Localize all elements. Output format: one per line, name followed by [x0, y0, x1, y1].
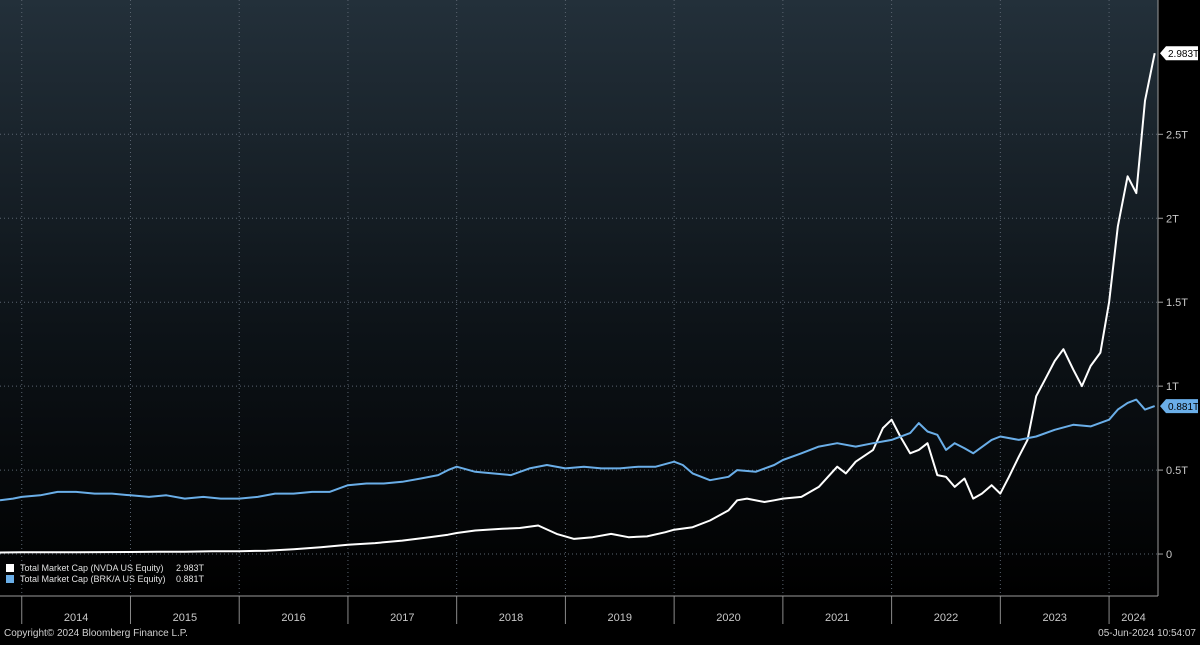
x-year-label: 2014 — [64, 612, 88, 624]
plot-background — [0, 0, 1158, 596]
series-line-1 — [0, 398, 1156, 502]
last-value-label-0: 2.983T — [1168, 49, 1199, 60]
legend: Total Market Cap (NVDA US Equity) 2.983T T… — [6, 563, 205, 584]
timestamp-text: 05-Jun-2024 10:54:07 — [1098, 628, 1196, 639]
last-value-label-1: 0.881T — [1168, 402, 1199, 413]
y-tick-label: 1.5T — [1166, 297, 1188, 309]
legend-label-0: Total Market Cap (NVDA US Equity) — [20, 563, 164, 573]
y-tick-label: 0 — [1166, 549, 1172, 561]
x-year-label: 2021 — [825, 612, 849, 624]
x-axis: 2014 2015 2016 2017 2018 2019 2020 2021 2022 2023… — [0, 595, 1158, 624]
legend-value-0: 2.983T — [176, 563, 205, 573]
x-year-label: 2022 — [934, 612, 958, 624]
x-year-label: 2019 — [608, 612, 632, 624]
y-axis: 0 0.5T 1T 1.5T 2T 2.5T 2.983T 0.881T — [1157, 0, 1199, 596]
copyright-text: Copyright© 2024 Bloomberg Finance L.P. — [4, 628, 188, 639]
legend-swatch-0 — [6, 564, 14, 572]
last-value-tag-0 — [1160, 46, 1198, 61]
x-year-label: 2016 — [281, 612, 305, 624]
y-tick-label: 2T — [1166, 213, 1179, 225]
legend-value-1: 0.881T — [176, 574, 205, 584]
x-year-label: 2018 — [499, 612, 523, 624]
x-year-label: 2023 — [1042, 612, 1066, 624]
legend-label-1: Total Market Cap (BRK/A US Equity) — [20, 574, 166, 584]
y-tick-label: 2.5T — [1166, 129, 1188, 141]
series-layer — [0, 52, 1156, 554]
footer: Copyright© 2024 Bloomberg Finance L.P. 0… — [4, 628, 1196, 639]
x-year-label: 2017 — [390, 612, 414, 624]
last-value-tag-1 — [1160, 399, 1198, 414]
y-tick-label: 1T — [1166, 381, 1179, 393]
series-line-0 — [0, 52, 1156, 554]
x-year-label: 2020 — [716, 612, 740, 624]
legend-swatch-1 — [6, 575, 14, 583]
x-year-label: 2015 — [173, 612, 197, 624]
x-year-label: 2024 — [1121, 612, 1145, 624]
y-tick-label: 0.5T — [1166, 465, 1188, 477]
